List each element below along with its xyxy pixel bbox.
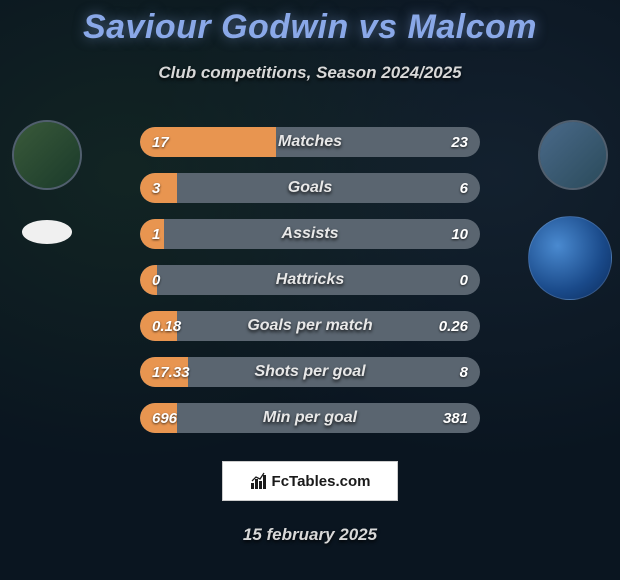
footer-brand-badge[interactable]: FcTables.com (222, 461, 398, 501)
stat-value-left: 0 (152, 272, 160, 289)
chart-icon (250, 472, 268, 490)
stat-label: Hattricks (276, 271, 344, 289)
stat-value-right: 23 (451, 134, 468, 151)
stat-label: Min per goal (263, 409, 357, 427)
stats-container: 17 Matches 23 3 Goals 6 1 Assists 10 0 H… (0, 127, 620, 433)
stat-value-right: 0.26 (439, 318, 468, 335)
stat-row-assists: 1 Assists 10 (140, 219, 480, 249)
club-logo-left (22, 220, 72, 244)
player-photo-right (538, 120, 608, 190)
footer-brand-text: FcTables.com (272, 473, 371, 490)
player-photo-left (12, 120, 82, 190)
player-photo-left-fill (14, 122, 80, 188)
stat-label: Goals (288, 179, 332, 197)
stat-row-shots-per-goal: 17.33 Shots per goal 8 (140, 357, 480, 387)
stat-row-goals: 3 Goals 6 (140, 173, 480, 203)
stat-value-right: 10 (451, 226, 468, 243)
stat-value-left: 17.33 (152, 364, 190, 381)
stat-value-left: 17 (152, 134, 169, 151)
stat-value-left: 0.18 (152, 318, 181, 335)
content-wrapper: Saviour Godwin vs Malcom Club competitio… (0, 0, 620, 545)
page-title: Saviour Godwin vs Malcom (0, 8, 620, 47)
stat-value-right: 381 (443, 410, 468, 427)
player-photo-right-fill (540, 122, 606, 188)
stat-row-matches: 17 Matches 23 (140, 127, 480, 157)
stat-value-left: 696 (152, 410, 177, 427)
stat-row-hattricks: 0 Hattricks 0 (140, 265, 480, 295)
stat-value-left: 1 (152, 226, 160, 243)
stat-value-right: 0 (460, 272, 468, 289)
stat-row-min-per-goal: 696 Min per goal 381 (140, 403, 480, 433)
club-logo-right (528, 216, 612, 300)
stat-row-goals-per-match: 0.18 Goals per match 0.26 (140, 311, 480, 341)
stat-label: Matches (278, 133, 342, 151)
footer-date: 15 february 2025 (0, 525, 620, 545)
stat-value-right: 8 (460, 364, 468, 381)
page-subtitle: Club competitions, Season 2024/2025 (0, 63, 620, 83)
stat-value-right: 6 (460, 180, 468, 197)
stat-label: Goals per match (247, 317, 372, 335)
stat-value-left: 3 (152, 180, 160, 197)
stat-label: Assists (282, 225, 339, 243)
stat-label: Shots per goal (254, 363, 365, 381)
